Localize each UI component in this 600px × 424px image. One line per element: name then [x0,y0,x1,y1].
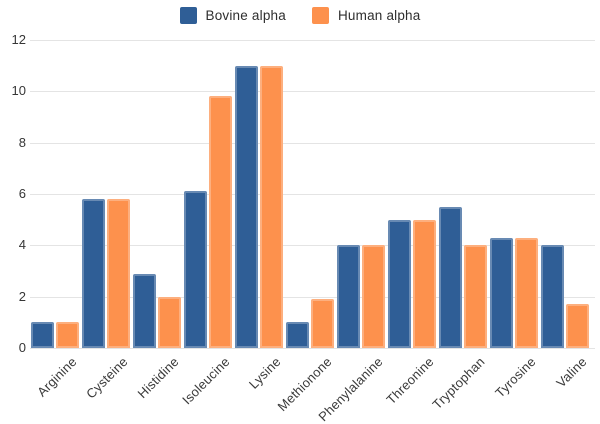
bar-group-isoleucine [183,40,234,348]
bar-bovine-alpha-cysteine [82,199,106,348]
bar-bovine-alpha-methionone [285,322,309,348]
bar-human-alpha-arginine [56,322,80,348]
bar-bovine-alpha-histidine [133,273,157,348]
gridline-6 [30,194,595,195]
bar-group-valine [539,40,590,348]
bar-group-lysine [234,40,285,348]
bar-bovine-alpha-isoleucine [184,191,208,348]
bar-group-threonine [386,40,437,348]
bar-group-tryptophan [437,40,488,348]
bar-human-alpha-tryptophan [463,245,487,348]
y-axis-tick-label: 4 [18,237,26,253]
bar-group-arginine [30,40,81,348]
y-axis-tick-label: 12 [11,32,26,47]
bar-human-alpha-phenylalanine [361,245,385,348]
legend-label: Bovine alpha [205,8,286,23]
bar-bovine-alpha-arginine [31,322,55,348]
bar-human-alpha-histidine [158,296,182,348]
bar-group-phenylalanine [335,40,386,348]
legend-swatch [179,7,197,24]
bar-bovine-alpha-valine [540,245,564,348]
bars-area [30,40,590,348]
y-axis-tick-label: 10 [11,83,26,99]
bar-human-alpha-lysine [260,65,284,348]
legend-label: Human alpha [337,8,421,23]
y-axis-tick-label: 2 [18,288,26,304]
gridline-10 [30,91,595,93]
y-axis-tick-label: 6 [18,186,26,201]
bar-bovine-alpha-lysine [235,65,259,348]
legend-item-human-alpha[interactable]: Human alpha [311,7,421,24]
bar-group-methionone [285,40,336,348]
bar-bovine-alpha-tyrosine [489,237,513,348]
bar-bovine-alpha-tryptophan [438,206,462,348]
y-axis-tick-label: 0 [18,340,26,355]
bar-human-alpha-threonine [412,219,436,348]
gridline-12 [30,40,595,41]
bar-human-alpha-cysteine [107,199,131,348]
bar-bovine-alpha-threonine [387,219,411,348]
gridline-8 [30,142,595,144]
bar-human-alpha-tyrosine [514,237,538,348]
gridline-0 [30,348,595,349]
legend-item-bovine-alpha[interactable]: Bovine alpha [179,7,286,24]
bar-human-alpha-methionone [310,299,334,348]
chart-legend: Bovine alpha Human alpha [0,7,600,24]
bar-human-alpha-valine [565,304,589,348]
y-axis-tick-label: 8 [18,134,26,150]
bar-group-histidine [132,40,183,348]
bar-group-tyrosine [488,40,539,348]
bar-bovine-alpha-phenylalanine [336,245,360,348]
gridline-4 [30,245,595,247]
bar-group-cysteine [81,40,132,348]
legend-swatch [311,7,329,24]
bar-human-alpha-isoleucine [209,96,233,348]
gridline-2 [30,296,595,298]
plot-area: 0 2 4 6 8 10 12 [12,32,595,355]
